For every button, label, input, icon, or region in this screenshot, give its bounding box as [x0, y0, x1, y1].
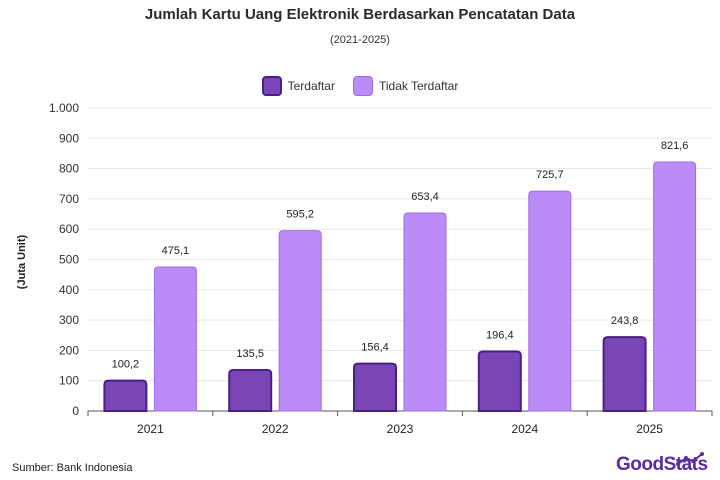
bar-registered — [228, 368, 273, 412]
bar-unregistered — [403, 212, 447, 412]
data-label: 821,6 — [661, 140, 689, 152]
legend-item-registered[interactable]: Terdaftar — [261, 76, 335, 96]
x-tick-label: 2023 — [387, 422, 414, 436]
chart-subtitle: (2021-2025) — [330, 34, 390, 46]
bar-registered — [477, 350, 522, 412]
legend-swatch-registered — [261, 76, 282, 96]
x-tick-label: 2021 — [137, 422, 164, 436]
data-label: 196,4 — [486, 329, 514, 341]
bar-registered — [103, 379, 148, 412]
y-tick-label: 200 — [59, 343, 79, 357]
bar-registered — [602, 336, 647, 412]
bar-unregistered — [653, 161, 697, 412]
legend-label-unregistered: Tidak Terdaftar — [378, 79, 459, 93]
y-tick-label: 400 — [59, 283, 79, 297]
data-label: 653,4 — [411, 191, 439, 203]
bar-registered — [353, 362, 397, 412]
legend-swatch-unregistered — [352, 76, 373, 96]
chart-title: Jumlah Kartu Uang Elektronik Berdasarkan… — [144, 6, 576, 23]
x-tick-label: 2024 — [511, 422, 538, 436]
data-label: 135,5 — [236, 348, 264, 360]
data-label: 100,2 — [112, 359, 140, 371]
data-label: 243,8 — [611, 315, 639, 327]
y-tick-label: 700 — [59, 192, 79, 206]
bar-unregistered — [153, 266, 197, 412]
bar-unregistered — [528, 190, 572, 412]
bar-unregistered — [278, 230, 322, 412]
y-tick-label: 800 — [59, 162, 79, 176]
chart-legend: Terdaftar Tidak Terdaftar — [0, 76, 720, 96]
y-tick-label: 600 — [59, 222, 79, 236]
legend-label-registered: Terdaftar — [287, 79, 335, 93]
y-tick-label: 0 — [72, 404, 79, 418]
data-label: 595,2 — [286, 209, 314, 221]
x-tick-label: 2025 — [636, 422, 663, 436]
y-tick-label: 100 — [59, 374, 79, 388]
legend-item-unregistered[interactable]: Tidak Terdaftar — [352, 76, 459, 96]
data-label: 156,4 — [361, 342, 389, 354]
source-note: Sumber: Bank Indonesia — [12, 462, 133, 474]
data-label: 475,1 — [162, 245, 190, 257]
x-tick-label: 2022 — [262, 422, 289, 436]
y-tick-label: 1.000 — [49, 101, 79, 115]
data-label: 725,7 — [536, 169, 564, 181]
chart-trend-icon — [676, 452, 704, 466]
y-tick-label: 900 — [59, 131, 79, 145]
y-tick-label: 500 — [59, 253, 79, 267]
y-tick-label: 300 — [59, 313, 79, 327]
